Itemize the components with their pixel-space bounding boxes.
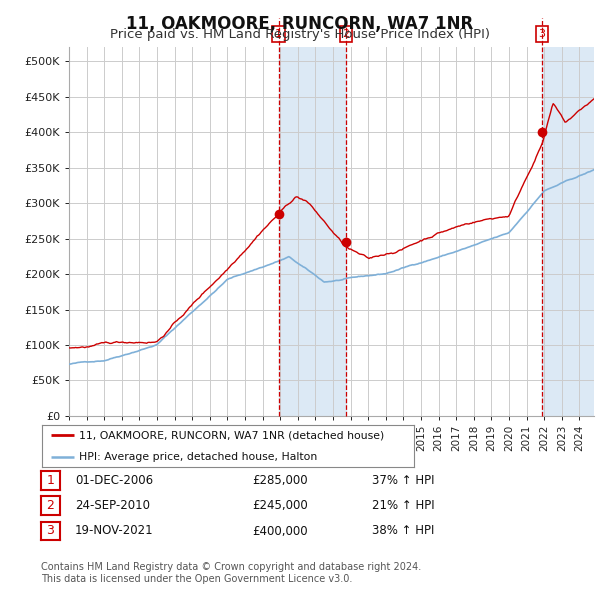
Text: 11, OAKMOORE, RUNCORN, WA7 1NR (detached house): 11, OAKMOORE, RUNCORN, WA7 1NR (detached… [79,431,385,440]
Text: £400,000: £400,000 [252,525,308,537]
Text: 3: 3 [539,29,545,39]
Text: 38% ↑ HPI: 38% ↑ HPI [372,525,434,537]
Text: 37% ↑ HPI: 37% ↑ HPI [372,474,434,487]
Text: 21% ↑ HPI: 21% ↑ HPI [372,499,434,512]
Bar [279,47,346,416]
Text: 24-SEP-2010: 24-SEP-2010 [75,499,150,512]
Text: Contains HM Land Registry data © Crown copyright and database right 2024.
This d: Contains HM Land Registry data © Crown c… [41,562,421,584]
Text: 1: 1 [275,29,282,39]
Bar [542,47,594,416]
Text: 11, OAKMOORE, RUNCORN, WA7 1NR: 11, OAKMOORE, RUNCORN, WA7 1NR [127,15,473,34]
Text: 1: 1 [46,474,55,487]
Text: 01-DEC-2006: 01-DEC-2006 [75,474,153,487]
Text: 19-NOV-2021: 19-NOV-2021 [75,525,154,537]
Text: HPI: Average price, detached house, Halton: HPI: Average price, detached house, Halt… [79,452,317,461]
Text: 2: 2 [342,29,349,39]
Text: £245,000: £245,000 [252,499,308,512]
Text: 3: 3 [46,525,55,537]
Text: Price paid vs. HM Land Registry's House Price Index (HPI): Price paid vs. HM Land Registry's House … [110,28,490,41]
Text: £285,000: £285,000 [252,474,308,487]
Text: 2: 2 [46,499,55,512]
